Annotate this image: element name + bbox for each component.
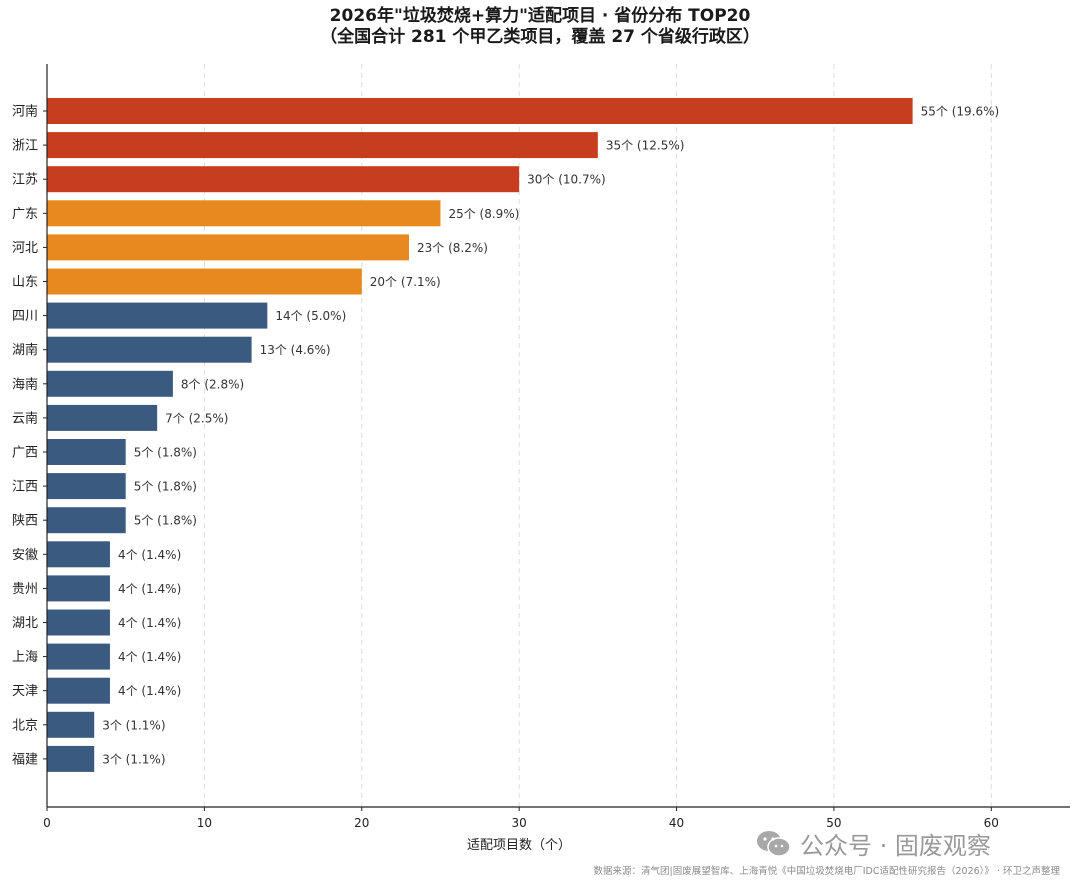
x-tick-label-50: 50: [826, 816, 841, 830]
bar-16: [47, 643, 110, 670]
data-label-12: 5个 (1.8%): [134, 514, 197, 528]
data-label-10: 5个 (1.8%): [134, 446, 197, 460]
bar-12: [47, 507, 126, 534]
watermark: 公众号 · 固废观察: [756, 826, 991, 861]
data-label-2: 30个 (10.7%): [527, 173, 606, 187]
data-label-14: 4个 (1.4%): [118, 582, 181, 596]
category-label-16: 上海: [12, 650, 38, 665]
data-label-15: 4个 (1.4%): [118, 616, 181, 630]
x-tick-label-60: 60: [984, 816, 999, 830]
x-tick-label-40: 40: [669, 816, 684, 830]
data-label-19: 3个 (1.1%): [102, 752, 165, 766]
category-label-15: 湖北: [12, 616, 38, 631]
category-label-19: 福建: [12, 752, 38, 767]
x-tick-label-30: 30: [512, 816, 527, 830]
bar-6: [47, 302, 268, 329]
category-label-3: 广东: [12, 207, 38, 222]
bar-1: [47, 132, 598, 159]
category-label-10: 广西: [12, 446, 38, 461]
axes: 河南浙江江苏广东河北山东四川湖南海南云南广西江西陕西安徽贵州湖北上海天津北京福建…: [12, 64, 1070, 830]
category-label-1: 浙江: [12, 139, 38, 154]
chart-title: 2026年"垃圾焚烧+算力"适配项目 · 省份分布 TOP20: [329, 6, 751, 26]
bars: 55个 (19.6%) 35个 (12.5%) 30个 (10.7%) 25个 (8.…: [47, 98, 999, 772]
bar-8: [47, 370, 173, 397]
data-label-7: 13个 (4.6%): [260, 343, 331, 357]
watermark-text: 公众号 · 固废观察: [800, 832, 991, 860]
bar-9: [47, 404, 158, 431]
category-label-6: 四川: [12, 309, 38, 324]
bar-10: [47, 439, 126, 465]
x-tick-label-10: 10: [197, 816, 212, 830]
bar-7: [47, 336, 252, 363]
bar-11: [47, 473, 126, 500]
data-label-13: 4个 (1.4%): [118, 548, 181, 562]
bar-19: [47, 745, 95, 772]
data-label-18: 3个 (1.1%): [102, 718, 165, 732]
bar-3: [47, 200, 441, 227]
x-tick-label-0: 0: [43, 816, 51, 830]
category-label-2: 江苏: [12, 172, 38, 188]
chart-subtitle: （全国合计 281 个甲乙类项目，覆盖 27 个省级行政区）: [320, 27, 760, 47]
bar-0: [47, 98, 913, 124]
category-label-8: 海南: [12, 376, 38, 392]
data-label-9: 7个 (2.5%): [165, 411, 228, 425]
data-label-0: 55个 (19.6%): [921, 105, 1000, 119]
category-label-7: 湖南: [12, 342, 38, 358]
category-label-13: 安徽: [12, 548, 38, 563]
grid-lines: [203, 64, 992, 807]
category-label-12: 陕西: [12, 514, 38, 529]
data-label-16: 4个 (1.4%): [118, 650, 181, 664]
data-label-3: 25个 (8.9%): [448, 207, 519, 221]
data-label-1: 35个 (12.5%): [606, 139, 685, 153]
data-label-11: 5个 (1.8%): [134, 480, 197, 494]
bar-5: [47, 268, 362, 295]
x-tick-label-20: 20: [354, 816, 369, 830]
category-label-11: 江西: [12, 480, 38, 495]
data-label-8: 8个 (2.8%): [181, 377, 244, 391]
category-label-18: 北京: [12, 718, 38, 733]
bar-18: [47, 711, 95, 738]
wechat-icon: [757, 830, 791, 857]
source-note: 数据来源：清气团|固废展望智库、上海青悦《中国垃圾焚烧电厂IDC适配性研究报告（…: [593, 866, 1060, 877]
data-label-6: 14个 (5.0%): [275, 309, 346, 323]
x-axis-title: 适配项目数（个）: [467, 838, 571, 853]
data-label-5: 20个 (7.1%): [370, 275, 441, 289]
category-label-17: 天津: [12, 684, 38, 699]
category-label-4: 河北: [12, 241, 38, 256]
category-label-0: 河南: [12, 104, 38, 120]
chart-title-block: 2026年"垃圾焚烧+算力"适配项目 · 省份分布 TOP20 （全国合计 28…: [0, 6, 1080, 48]
category-label-5: 山东: [12, 275, 38, 290]
bar-2: [47, 166, 520, 193]
bar-4: [47, 234, 409, 261]
category-label-9: 云南: [12, 410, 38, 426]
bar-15: [47, 609, 110, 636]
bar-13: [47, 541, 110, 568]
data-label-4: 23个 (8.2%): [417, 241, 488, 255]
bar-17: [47, 677, 110, 704]
category-label-14: 贵州: [12, 582, 38, 597]
bar-14: [47, 575, 110, 602]
data-label-17: 4个 (1.4%): [118, 684, 181, 698]
